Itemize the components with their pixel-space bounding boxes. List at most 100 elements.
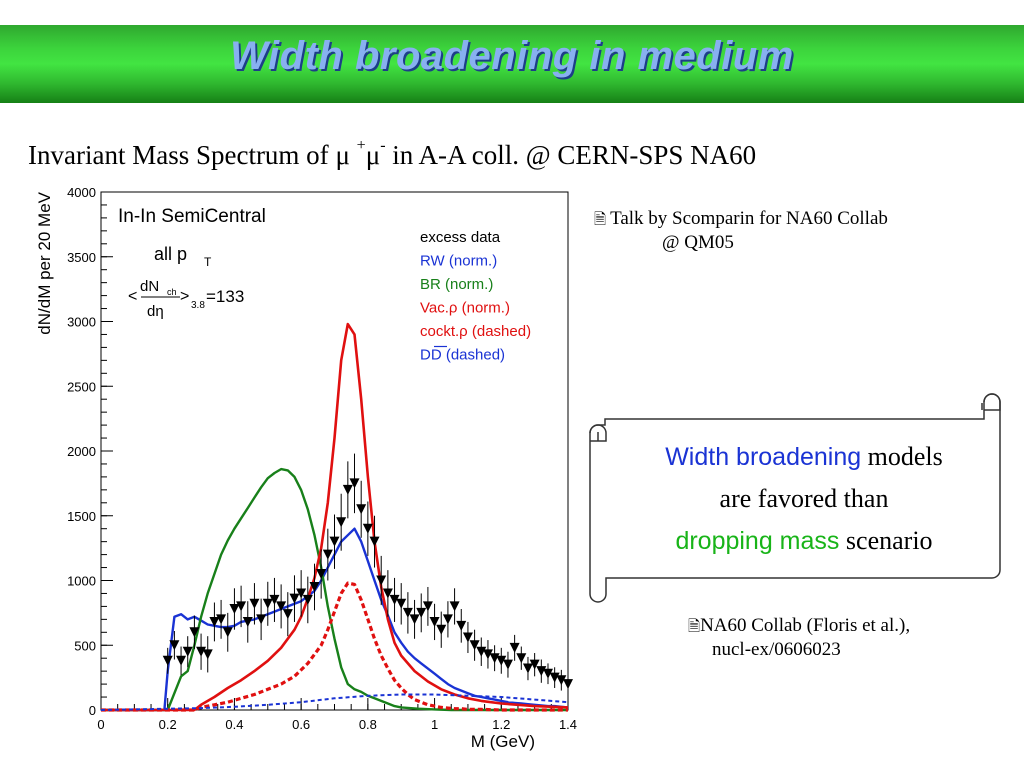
document-icon: 🗎 bbox=[688, 617, 701, 635]
y-axis-title: dN/dM per 20 MeV bbox=[35, 191, 54, 334]
y-tick-label: 1500 bbox=[67, 509, 96, 524]
note-line: Talk by Scomparin for NA60 Collab bbox=[610, 208, 888, 229]
bracket-close: > bbox=[180, 288, 189, 305]
document-icon: 🗎 bbox=[594, 210, 607, 228]
data-point bbox=[389, 594, 400, 605]
y-tick-label: 3000 bbox=[67, 315, 96, 330]
data-point bbox=[416, 607, 427, 618]
data-point bbox=[396, 598, 407, 609]
data-point bbox=[329, 536, 340, 547]
data-point bbox=[256, 614, 267, 625]
reference-note-paper: 🗎NA60 Collab (Floris et al.), nucl-ex/06… bbox=[688, 614, 1018, 662]
series-curve bbox=[101, 322, 569, 712]
plus-superscript: + bbox=[356, 137, 366, 154]
pt-label: all p bbox=[154, 244, 187, 264]
data-point bbox=[496, 655, 507, 666]
y-tick-label: 1000 bbox=[67, 574, 96, 589]
x-tick-label: 0.4 bbox=[225, 717, 243, 732]
data-point bbox=[249, 598, 260, 609]
legend-entry: excess data bbox=[420, 229, 501, 246]
data-point bbox=[322, 549, 333, 560]
data-point bbox=[189, 627, 200, 638]
data-point bbox=[549, 672, 560, 683]
data-point bbox=[262, 598, 273, 609]
x-axis-title: M (GeV) bbox=[471, 732, 535, 751]
legend-entry: BR (norm.) bbox=[420, 276, 493, 293]
data-point bbox=[242, 616, 253, 627]
data-point bbox=[522, 663, 533, 674]
data-point bbox=[162, 655, 173, 666]
data-point bbox=[542, 668, 553, 679]
scroll-message: Width broadening models are favored than… bbox=[612, 436, 996, 562]
chart-curves bbox=[100, 322, 569, 712]
data-point bbox=[489, 653, 500, 664]
mass-spectrum-chart: 0 0.2 0.4 0.6 0.8 1 1.2 1.4 0 500 1000 1500 2000 2500… bbox=[35, 185, 577, 751]
reference-note-qm05: 🗎 Talk by Scomparin for NA60 Collab @ QM0… bbox=[594, 207, 1014, 255]
multiplicity-numerator-sub: ch bbox=[167, 287, 177, 297]
data-point bbox=[376, 575, 387, 586]
data-point bbox=[462, 632, 473, 643]
mu-symbol: μ bbox=[335, 140, 350, 170]
data-point bbox=[316, 569, 327, 580]
legend-entry: RW (norm.) bbox=[420, 253, 497, 270]
x-tick-label: 0 bbox=[97, 717, 104, 732]
data-point bbox=[302, 594, 313, 605]
chart-axes bbox=[100, 191, 569, 711]
data-point bbox=[362, 523, 373, 534]
note-line: @ QM05 bbox=[662, 232, 734, 253]
data-point bbox=[516, 653, 527, 664]
multiplicity-denominator: dη bbox=[147, 303, 164, 320]
panel-label: In-In SemiCentral bbox=[118, 206, 266, 227]
data-point bbox=[182, 646, 193, 657]
data-point bbox=[202, 649, 213, 660]
models-text: models bbox=[861, 442, 943, 471]
data-point bbox=[296, 588, 307, 599]
x-tick-label: 0.8 bbox=[359, 717, 377, 732]
data-point bbox=[282, 609, 293, 620]
series-curve bbox=[101, 581, 568, 712]
data-point bbox=[449, 601, 460, 612]
data-point bbox=[196, 646, 207, 657]
data-point bbox=[436, 624, 447, 635]
series-curve bbox=[101, 527, 569, 712]
data-point bbox=[422, 601, 433, 612]
note-line: nucl-ex/0606023 bbox=[712, 639, 841, 660]
data-point bbox=[536, 666, 547, 677]
data-point bbox=[349, 478, 360, 489]
data-point bbox=[482, 649, 493, 660]
mu-symbol: μ bbox=[365, 140, 381, 170]
data-point bbox=[469, 640, 480, 651]
dropping-mass-text: dropping mass bbox=[675, 527, 840, 555]
note-line: NA60 Collab (Floris et al.), bbox=[700, 615, 911, 636]
multiplicity-numerator: dN bbox=[140, 278, 159, 295]
data-point bbox=[216, 614, 227, 625]
data-point bbox=[476, 646, 487, 657]
data-point bbox=[409, 614, 420, 625]
subtitle-text-pre: Invariant Mass Spectrum of bbox=[28, 140, 336, 170]
favored-text: are favored than bbox=[719, 484, 889, 513]
series-curve bbox=[100, 693, 569, 711]
data-point bbox=[269, 594, 280, 605]
title-band bbox=[0, 25, 1024, 103]
data-point bbox=[402, 607, 413, 618]
data-point bbox=[429, 616, 440, 627]
y-tick-label: 500 bbox=[74, 638, 96, 653]
data-point bbox=[509, 642, 520, 653]
legend-entry: cockt.ρ (dashed) bbox=[420, 323, 531, 340]
data-point bbox=[382, 588, 393, 599]
data-point bbox=[502, 659, 513, 670]
eta-range: 3.8 bbox=[191, 300, 205, 311]
data-point bbox=[309, 581, 320, 592]
x-tick-label: 1.4 bbox=[559, 717, 577, 732]
data-point bbox=[236, 601, 247, 612]
data-point bbox=[456, 620, 467, 631]
y-tick-label: 0 bbox=[89, 703, 96, 718]
slide-subtitle: Invariant Mass Spectrum of μ +μ- in A-A … bbox=[28, 137, 756, 171]
data-point bbox=[209, 616, 220, 627]
data-point bbox=[229, 603, 240, 614]
data-point bbox=[356, 504, 367, 515]
chart-labels: 0 0.2 0.4 0.6 0.8 1 1.2 1.4 0 500 1000 1500 2000 2500… bbox=[35, 185, 577, 751]
data-point bbox=[336, 517, 347, 528]
data-point bbox=[556, 675, 567, 686]
data-point bbox=[563, 679, 573, 690]
